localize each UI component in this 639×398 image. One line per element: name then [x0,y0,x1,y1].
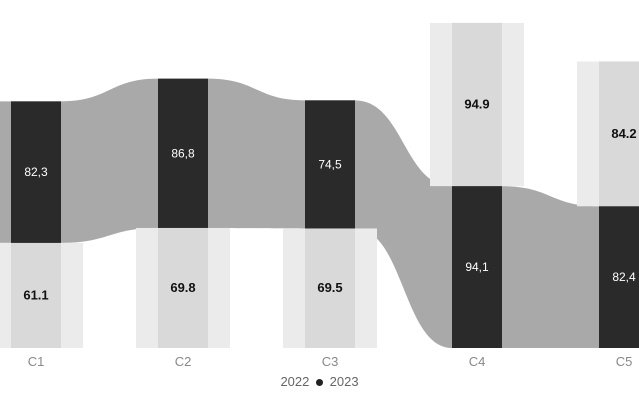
legend: 2022 2023 [0,374,639,389]
x-tick-C2: C2 [175,354,192,369]
label-2022-C5: 84.2 [611,126,636,141]
x-axis: C1 C2 C3 C4 C5 [28,354,633,369]
bar-2023-C5 [599,206,639,348]
bar-2023-C3 [305,100,355,229]
bar-2023-C4 [452,186,502,348]
label-2023-C1: 82,3 [24,165,48,179]
bar-2022-C1 [11,242,61,348]
bar-2022-C3 [305,228,355,348]
legend-dot-icon [316,379,323,387]
label-2022-C4: 94.9 [464,97,489,112]
x-tick-C4: C4 [469,354,486,369]
bar-layer [11,22,639,348]
label-2022-C3: 69.5 [317,280,342,295]
bar-2022-C2 [158,227,208,348]
label-2023-C2: 86,8 [171,146,195,160]
label-2022-C1: 61.1 [23,287,48,302]
legend-item-2023: 2023 [329,374,359,389]
label-2023-C3: 74,5 [318,157,342,171]
bar-2023-C1 [11,101,61,243]
label-2023-C5: 82,4 [612,270,636,284]
label-layer: 82,3 61.1 86,8 69.8 74,5 69.5 94,1 94.9 82,4 84.2 [23,97,636,303]
legend-item-2022: 2022 [280,374,310,389]
bar-2023-C2 [158,78,208,228]
x-tick-C3: C3 [322,354,339,369]
x-tick-C5: C5 [616,354,633,369]
label-2022-C2: 69.8 [170,280,195,295]
bar-2022-C4 [452,22,502,187]
x-tick-C1: C1 [28,354,45,369]
bar-2022-C5 [599,61,639,207]
label-2023-C4: 94,1 [465,260,489,274]
